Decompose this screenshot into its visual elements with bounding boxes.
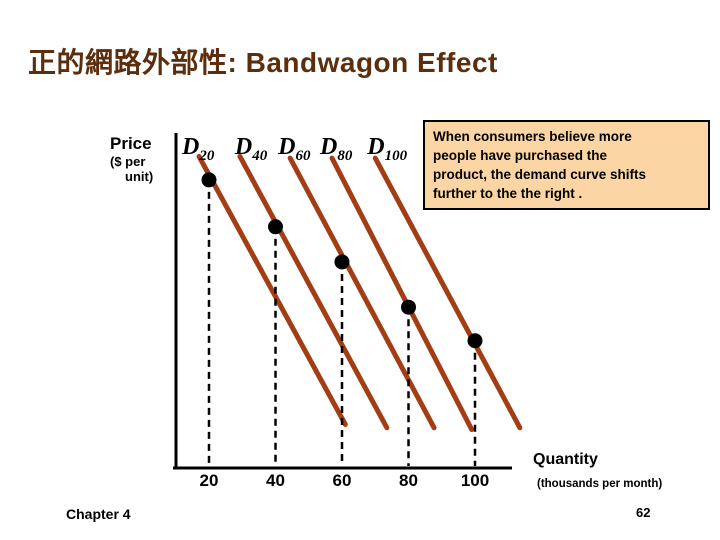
slide-title: 正的網路外部性: Bandwagon Effect [28, 47, 498, 78]
y-axis-title-sub2: unit) [125, 169, 154, 185]
demand-curve-D100 [372, 155, 523, 431]
demand-curve-D60 [287, 155, 437, 431]
annotation-line: people have purchased the [433, 148, 608, 163]
annotation-box: When consumers believe more people have … [423, 120, 710, 210]
demand-curve-D20 [196, 153, 348, 427]
curve-label-D40: D40 [234, 134, 268, 164]
curve-label-D100: D100 [367, 134, 408, 164]
x-tick-label-20: 20 [199, 471, 219, 490]
x-axis-title: Quantity [533, 451, 598, 468]
dot-100 [467, 333, 483, 349]
dot-40 [268, 219, 283, 235]
y-axis-title-main: Price [110, 134, 152, 153]
annotation-line: further to the the right . [433, 186, 583, 201]
dot-60 [334, 254, 350, 270]
page-number: 62 [636, 505, 651, 520]
curve-label-D60: D60 [278, 134, 311, 164]
curve-label-D80: D80 [320, 134, 353, 164]
footer-chapter: Chapter 4 [66, 506, 131, 522]
dot-20 [201, 172, 217, 188]
y-axis-title: Price ($ per unit) [110, 135, 180, 184]
dot-80 [401, 299, 416, 315]
x-tick-label-60: 60 [332, 471, 352, 490]
curve-label-D20: D20 [182, 134, 215, 164]
annotation-line: product, the demand curve shifts [433, 167, 647, 182]
y-axis-title-sub1: ($ per [110, 153, 146, 169]
demand-curve-D40 [237, 153, 390, 431]
x-axis-subtitle: (thousands per month) [537, 478, 663, 490]
x-tick-label-80: 80 [399, 471, 418, 490]
annotation-line: When consumers believe more [433, 129, 632, 144]
demand-curve-D80 [329, 155, 475, 432]
x-tick-label-40: 40 [266, 471, 285, 490]
x-tick-label-100: 100 [460, 471, 490, 490]
